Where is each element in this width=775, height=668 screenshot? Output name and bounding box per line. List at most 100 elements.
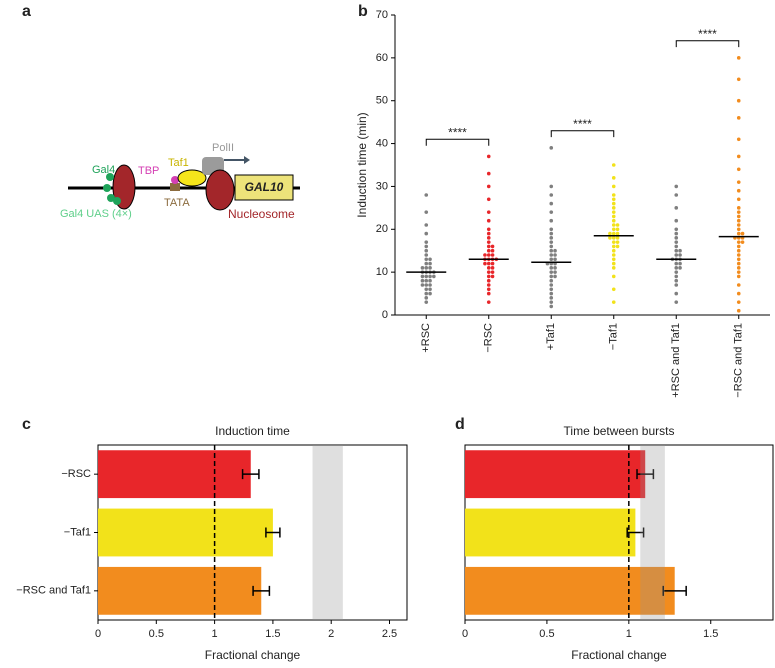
- point: [553, 274, 557, 279]
- point: [486, 236, 491, 240]
- error-bar: [265, 527, 281, 538]
- x-axis-label: Fractional change: [205, 648, 301, 662]
- point: [736, 283, 741, 287]
- point: [678, 248, 682, 253]
- y-tick-label: 10: [376, 266, 388, 278]
- point: [424, 223, 429, 227]
- y-tick-label: 70: [376, 9, 388, 21]
- error-bar: [252, 585, 271, 596]
- shaded-range: [312, 445, 343, 620]
- bar: [98, 450, 251, 499]
- point: [611, 248, 616, 253]
- point: [611, 206, 616, 210]
- point: [736, 231, 741, 236]
- y-tick-label: 50: [376, 95, 388, 107]
- point: [549, 278, 554, 283]
- x-tick-label: 0.5: [149, 628, 164, 640]
- point: [428, 274, 432, 279]
- x-tick-label: +Taf1: [545, 323, 557, 350]
- point: [611, 223, 616, 227]
- point: [424, 296, 429, 300]
- point: [611, 231, 616, 236]
- significance: ****: [573, 117, 592, 131]
- point: [490, 253, 495, 257]
- tbp: [171, 176, 179, 184]
- point: [674, 231, 679, 236]
- point: [674, 253, 679, 257]
- point: [611, 266, 616, 270]
- point: [424, 231, 429, 236]
- point: [486, 266, 491, 270]
- point: [736, 261, 741, 266]
- point: [424, 261, 429, 266]
- point: [611, 176, 616, 180]
- point: [736, 77, 741, 82]
- point: [483, 261, 487, 266]
- label: TBP: [138, 165, 159, 177]
- point: [486, 253, 491, 257]
- point: [490, 244, 495, 249]
- point: [424, 278, 429, 283]
- y-tick-label: −RSC: [61, 468, 91, 480]
- x-tick-label: −RSC: [483, 323, 495, 353]
- x-tick-label: −RSC and Taf1: [733, 323, 745, 398]
- point: [553, 253, 557, 257]
- point: [424, 287, 429, 292]
- point: [611, 287, 616, 292]
- point: [615, 227, 620, 232]
- point: [736, 240, 741, 244]
- point: [424, 253, 429, 257]
- label: Gal4 UAS (4×): [60, 208, 132, 220]
- point: [674, 227, 679, 232]
- chart-title: Induction time: [215, 424, 290, 438]
- point: [553, 257, 557, 262]
- point: [549, 201, 554, 206]
- point: [549, 270, 554, 274]
- point: [420, 266, 425, 270]
- point: [615, 223, 620, 227]
- x-tick-label: 2.5: [382, 628, 397, 640]
- point: [428, 291, 432, 296]
- point: [674, 266, 679, 270]
- point: [549, 210, 554, 214]
- y-tick-label: 20: [376, 223, 388, 235]
- point: [486, 154, 491, 159]
- point: [549, 240, 554, 244]
- x-tick-label: 1: [212, 628, 218, 640]
- point: [486, 231, 491, 236]
- point: [611, 163, 616, 167]
- arrow: [244, 156, 250, 164]
- point: [678, 266, 682, 270]
- point: [424, 274, 429, 279]
- x-tick-label: 1: [626, 628, 632, 640]
- point: [736, 244, 741, 249]
- point: [549, 184, 554, 189]
- nucleosome: [205, 169, 235, 211]
- point: [486, 248, 491, 253]
- label: Nucleosome: [228, 207, 295, 221]
- point: [611, 253, 616, 257]
- point: [486, 287, 491, 292]
- point: [549, 193, 554, 197]
- shaded-range: [640, 445, 665, 620]
- y-tick-label: −RSC and Taf1: [16, 585, 91, 597]
- point: [736, 167, 741, 172]
- point: [736, 56, 741, 60]
- point: [486, 227, 491, 232]
- point: [611, 214, 616, 219]
- point: [428, 283, 432, 287]
- label: PolII: [212, 142, 234, 154]
- point: [615, 231, 620, 236]
- x-axis-label: Fractional change: [571, 648, 667, 662]
- point: [611, 201, 616, 206]
- tata-box: [170, 183, 180, 191]
- point: [428, 261, 432, 266]
- point: [549, 304, 554, 309]
- x-tick-label: +RSC: [420, 323, 432, 353]
- point: [736, 214, 741, 219]
- bar: [465, 566, 675, 615]
- point: [608, 236, 612, 240]
- point: [615, 236, 620, 240]
- gene: [234, 174, 294, 201]
